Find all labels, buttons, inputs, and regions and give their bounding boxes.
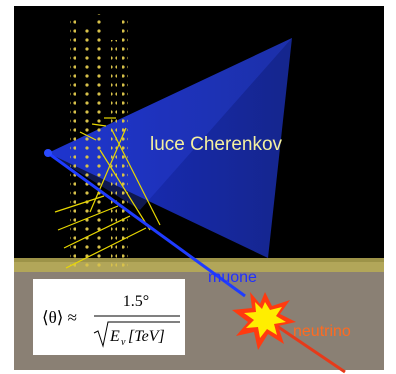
- formula-energy: E: [109, 328, 120, 345]
- formula-numerator: 1.5°: [123, 293, 149, 310]
- diagram: luce Cherenkov muone neutrino ⟨θ⟩ ≈ 1.5°…: [0, 0, 396, 374]
- muon-label: muone: [208, 269, 257, 286]
- seabed-surface: [14, 258, 384, 272]
- formula-lhs: ⟨θ⟩ ≈: [42, 308, 77, 327]
- formula-unit: [TeV]: [128, 328, 165, 345]
- formula-subscript: ν: [121, 337, 126, 348]
- page: {"labels": {"light": "luce Cherenkov", "…: [0, 0, 396, 374]
- light-label: luce Cherenkov: [150, 134, 283, 155]
- track-start: [44, 149, 52, 157]
- neutrino-label: neutrino: [293, 323, 351, 340]
